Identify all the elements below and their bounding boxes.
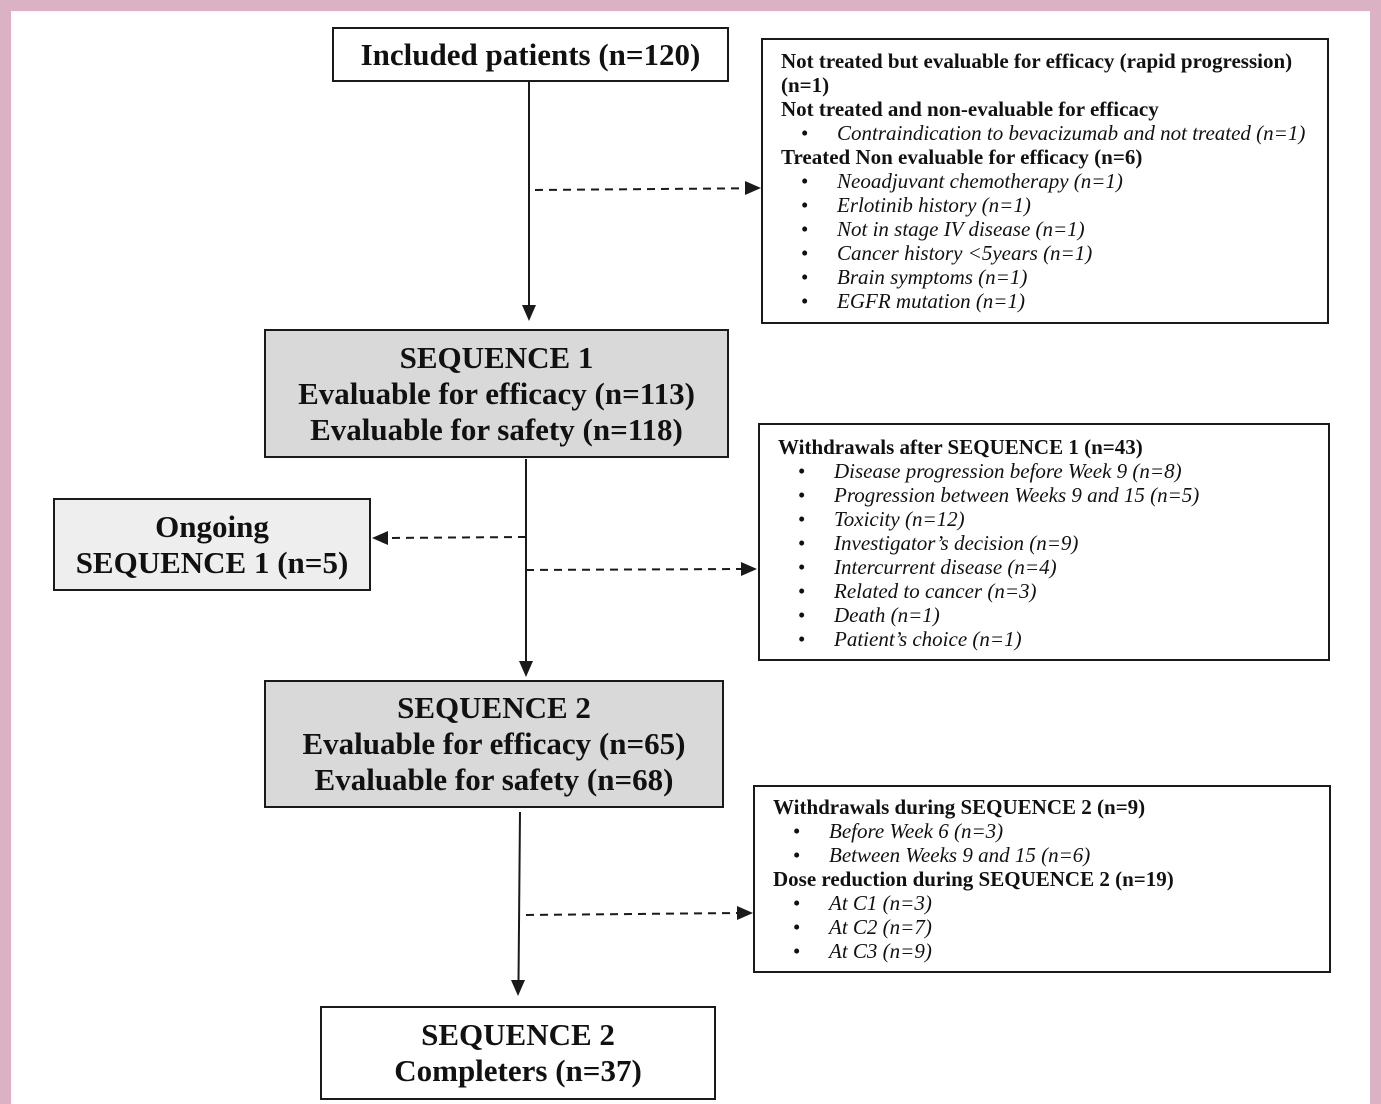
treated-non-evaluable-heading: Treated Non evaluable for efficacy (n=6): [781, 145, 1143, 169]
bullet-icon: •: [801, 265, 809, 289]
list-item: • At C1 (n=3): [773, 891, 1317, 915]
list-item: • Toxicity (n=12): [778, 507, 1316, 531]
sequence1-safety: Evaluable for safety (n=118): [310, 411, 683, 447]
list-item: • Brain symptoms (n=1): [781, 265, 1315, 289]
bullet-icon: •: [801, 121, 809, 145]
withdrawals-sequence1-heading: Withdrawals after SEQUENCE 1 (n=43): [778, 435, 1143, 459]
list-item-text: Between Weeks 9 and 15 (n=6): [829, 843, 1091, 867]
list-item-text: Progression between Weeks 9 and 15 (n=5): [834, 483, 1200, 507]
bullet-icon: •: [798, 459, 806, 483]
sequence2-box: SEQUENCE 2 Evaluable for efficacy (n=65)…: [264, 680, 724, 808]
list-item-text: Disease progression before Week 9 (n=8): [834, 459, 1182, 483]
dose-reduction-heading: Dose reduction during SEQUENCE 2 (n=19): [773, 867, 1174, 891]
list-item: • Neoadjuvant chemotherapy (n=1): [781, 169, 1315, 193]
list-item-text: Toxicity (n=12): [834, 507, 965, 531]
bullet-icon: •: [793, 891, 801, 915]
list-item-text: Erlotinib history (n=1): [837, 193, 1031, 217]
list-item-text: Contraindication to bevacizumab and not …: [837, 121, 1306, 145]
list-item: • Cancer history <5years (n=1): [781, 241, 1315, 265]
list-item: • Contraindication to bevacizumab and no…: [781, 121, 1315, 145]
list-item: • Patient’s choice (n=1): [778, 627, 1316, 651]
bullet-icon: •: [793, 843, 801, 867]
bullet-icon: •: [801, 241, 809, 265]
list-item-text: At C1 (n=3): [829, 891, 932, 915]
sequence1-box: SEQUENCE 1 Evaluable for efficacy (n=113…: [264, 329, 729, 458]
completers-title: SEQUENCE 2: [421, 1017, 615, 1052]
bullet-icon: •: [793, 915, 801, 939]
bullet-icon: •: [798, 555, 806, 579]
withdrawals-sequence1-box: Withdrawals after SEQUENCE 1 (n=43) • Di…: [758, 423, 1330, 661]
list-item-text: At C2 (n=7): [829, 915, 932, 939]
sequence2-efficacy: Evaluable for efficacy (n=65): [302, 726, 686, 761]
list-item: • Intercurrent disease (n=4): [778, 555, 1316, 579]
list-item-text: Death (n=1): [834, 603, 940, 627]
bullet-icon: •: [798, 483, 806, 507]
list-item-text: At C3 (n=9): [829, 939, 932, 963]
list-item-text: Investigator’s decision (n=9): [834, 531, 1079, 555]
sequence2-events-box: Withdrawals during SEQUENCE 2 (n=9) • Be…: [753, 785, 1331, 973]
list-item-text: EGFR mutation (n=1): [837, 289, 1025, 313]
list-item-text: Brain symptoms (n=1): [837, 265, 1028, 289]
ongoing-label: Ongoing: [155, 508, 269, 544]
list-item-text: Intercurrent disease (n=4): [834, 555, 1057, 579]
bullet-icon: •: [798, 531, 806, 555]
sequence2-title: SEQUENCE 2: [397, 690, 591, 725]
list-item-text: Neoadjuvant chemotherapy (n=1): [837, 169, 1123, 193]
list-item: • Disease progression before Week 9 (n=8…: [778, 459, 1316, 483]
list-item: • At C2 (n=7): [773, 915, 1317, 939]
withdrawals-sequence2-heading: Withdrawals during SEQUENCE 2 (n=9): [773, 795, 1146, 819]
list-item-text: Before Week 6 (n=3): [829, 819, 1004, 843]
list-item-text: Cancer history <5years (n=1): [837, 241, 1093, 265]
list-item-text: Not in stage IV disease (n=1): [837, 217, 1085, 241]
sequence2-safety: Evaluable for safety (n=68): [314, 762, 674, 797]
ongoing-box: Ongoing SEQUENCE 1 (n=5): [53, 498, 371, 591]
list-item: • Related to cancer (n=3): [778, 579, 1316, 603]
included-patients-label: Included patients (n=120): [360, 36, 701, 72]
list-item: • Not in stage IV disease (n=1): [781, 217, 1315, 241]
bullet-icon: •: [801, 289, 809, 313]
bullet-icon: •: [793, 819, 801, 843]
bullet-icon: •: [798, 579, 806, 603]
list-item: • Death (n=1): [778, 603, 1316, 627]
sequence1-title: SEQUENCE 1: [399, 339, 594, 375]
bullet-icon: •: [798, 507, 806, 531]
not-treated-evaluable-heading: Not treated but evaluable for efficacy (…: [781, 49, 1293, 97]
list-item: • Investigator’s decision (n=9): [778, 531, 1316, 555]
not-treated-non-evaluable-heading: Not treated and non-evaluable for effica…: [781, 97, 1159, 121]
ongoing-count: SEQUENCE 1 (n=5): [75, 544, 349, 580]
sequence1-efficacy: Evaluable for efficacy (n=113): [298, 375, 695, 411]
list-item: • Erlotinib history (n=1): [781, 193, 1315, 217]
bullet-icon: •: [801, 169, 809, 193]
list-item: • At C3 (n=9): [773, 939, 1317, 963]
bullet-icon: •: [801, 193, 809, 217]
included-patients-box: Included patients (n=120): [332, 27, 729, 82]
bullet-icon: •: [798, 603, 806, 627]
list-item: • Before Week 6 (n=3): [773, 819, 1317, 843]
list-item-text: Patient’s choice (n=1): [834, 627, 1022, 651]
list-item: • Between Weeks 9 and 15 (n=6): [773, 843, 1317, 867]
completers-label: Completers (n=37): [394, 1053, 642, 1088]
list-item-text: Related to cancer (n=3): [834, 579, 1037, 603]
completers-box: SEQUENCE 2 Completers (n=37): [320, 1006, 716, 1100]
bullet-icon: •: [798, 627, 806, 651]
bullet-icon: •: [793, 939, 801, 963]
list-item: • Progression between Weeks 9 and 15 (n=…: [778, 483, 1316, 507]
bullet-icon: •: [801, 217, 809, 241]
exclusions-box: Not treated but evaluable for efficacy (…: [761, 38, 1329, 324]
list-item: • EGFR mutation (n=1): [781, 289, 1315, 313]
